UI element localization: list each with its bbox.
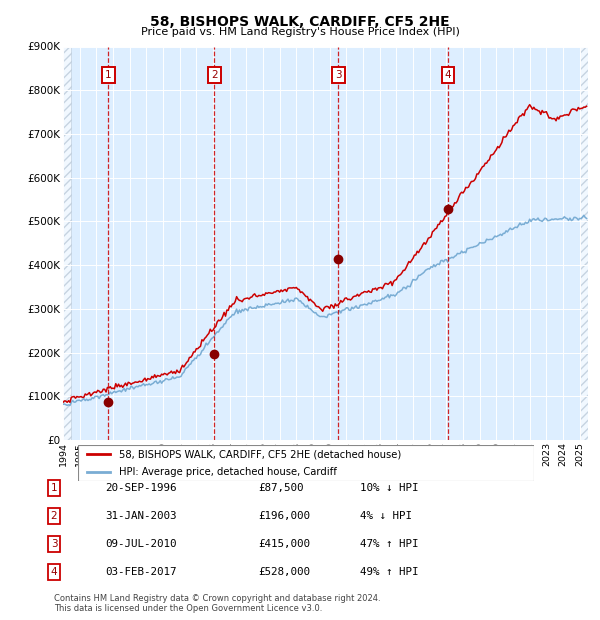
Text: 09-JUL-2010: 09-JUL-2010 [105,539,176,549]
Text: Contains HM Land Registry data © Crown copyright and database right 2024.: Contains HM Land Registry data © Crown c… [54,593,380,603]
Text: 58, BISHOPS WALK, CARDIFF, CF5 2HE (detached house): 58, BISHOPS WALK, CARDIFF, CF5 2HE (deta… [119,450,401,459]
Text: This data is licensed under the Open Government Licence v3.0.: This data is licensed under the Open Gov… [54,603,322,613]
Text: 49% ↑ HPI: 49% ↑ HPI [360,567,419,577]
Text: £528,000: £528,000 [258,567,310,577]
Text: £196,000: £196,000 [258,511,310,521]
Text: 47% ↑ HPI: 47% ↑ HPI [360,539,419,549]
Text: 3: 3 [335,70,341,80]
Text: 4: 4 [50,567,58,577]
Text: Price paid vs. HM Land Registry's House Price Index (HPI): Price paid vs. HM Land Registry's House … [140,27,460,37]
Text: 1: 1 [50,483,58,493]
Text: 4% ↓ HPI: 4% ↓ HPI [360,511,412,521]
Text: 1: 1 [105,70,112,80]
Text: 2: 2 [211,70,218,80]
Text: 3: 3 [50,539,58,549]
Text: 10% ↓ HPI: 10% ↓ HPI [360,483,419,493]
Text: 2: 2 [50,511,58,521]
Text: 4: 4 [445,70,451,80]
Text: £87,500: £87,500 [258,483,304,493]
Text: £415,000: £415,000 [258,539,310,549]
FancyBboxPatch shape [78,445,534,480]
Text: 58, BISHOPS WALK, CARDIFF, CF5 2HE: 58, BISHOPS WALK, CARDIFF, CF5 2HE [150,16,450,30]
Text: 31-JAN-2003: 31-JAN-2003 [105,511,176,521]
Text: 20-SEP-1996: 20-SEP-1996 [105,483,176,493]
Text: HPI: Average price, detached house, Cardiff: HPI: Average price, detached house, Card… [119,466,337,477]
Text: 03-FEB-2017: 03-FEB-2017 [105,567,176,577]
